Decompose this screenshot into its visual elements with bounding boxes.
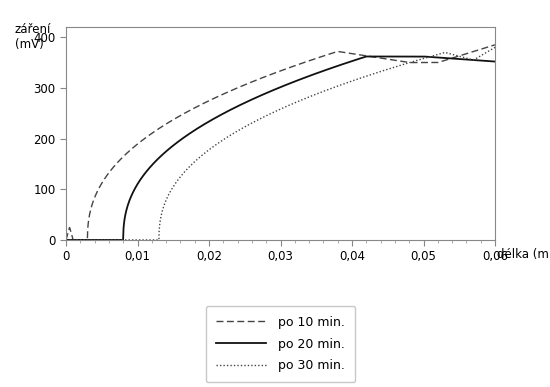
Text: (mV): (mV) <box>14 38 43 51</box>
Line: po 10 min.: po 10 min. <box>66 45 495 240</box>
po 20 min. <box>85 238 91 242</box>
po 20 min. <box>492 59 498 64</box>
X-axis label: délka (m): délka (m) <box>497 248 550 262</box>
po 20 min. <box>401 54 408 59</box>
po 30 min. <box>85 238 91 242</box>
Text: záření: záření <box>14 23 51 36</box>
po 10 min. <box>400 59 407 64</box>
po 30 min. <box>271 110 278 114</box>
po 20 min. <box>480 58 486 63</box>
po 20 min. <box>271 87 278 92</box>
po 10 min. <box>271 71 278 75</box>
po 10 min. <box>63 238 69 242</box>
po 30 min. <box>479 53 486 57</box>
po 10 min. <box>479 46 486 51</box>
Line: po 30 min.: po 30 min. <box>66 47 495 240</box>
po 10 min. <box>260 75 267 80</box>
po 30 min. <box>63 238 69 242</box>
po 30 min. <box>260 115 267 120</box>
po 20 min. <box>63 238 69 242</box>
po 10 min. <box>492 43 498 47</box>
Line: po 20 min.: po 20 min. <box>66 57 495 240</box>
po 30 min. <box>492 45 498 50</box>
po 20 min. <box>363 54 370 59</box>
po 20 min. <box>260 92 267 97</box>
po 10 min. <box>479 46 486 51</box>
po 10 min. <box>85 224 91 229</box>
po 30 min. <box>400 62 407 67</box>
Legend: po 10 min., po 20 min., po 30 min.: po 10 min., po 20 min., po 30 min. <box>206 306 355 382</box>
po 30 min. <box>479 52 486 57</box>
po 20 min. <box>479 58 486 63</box>
